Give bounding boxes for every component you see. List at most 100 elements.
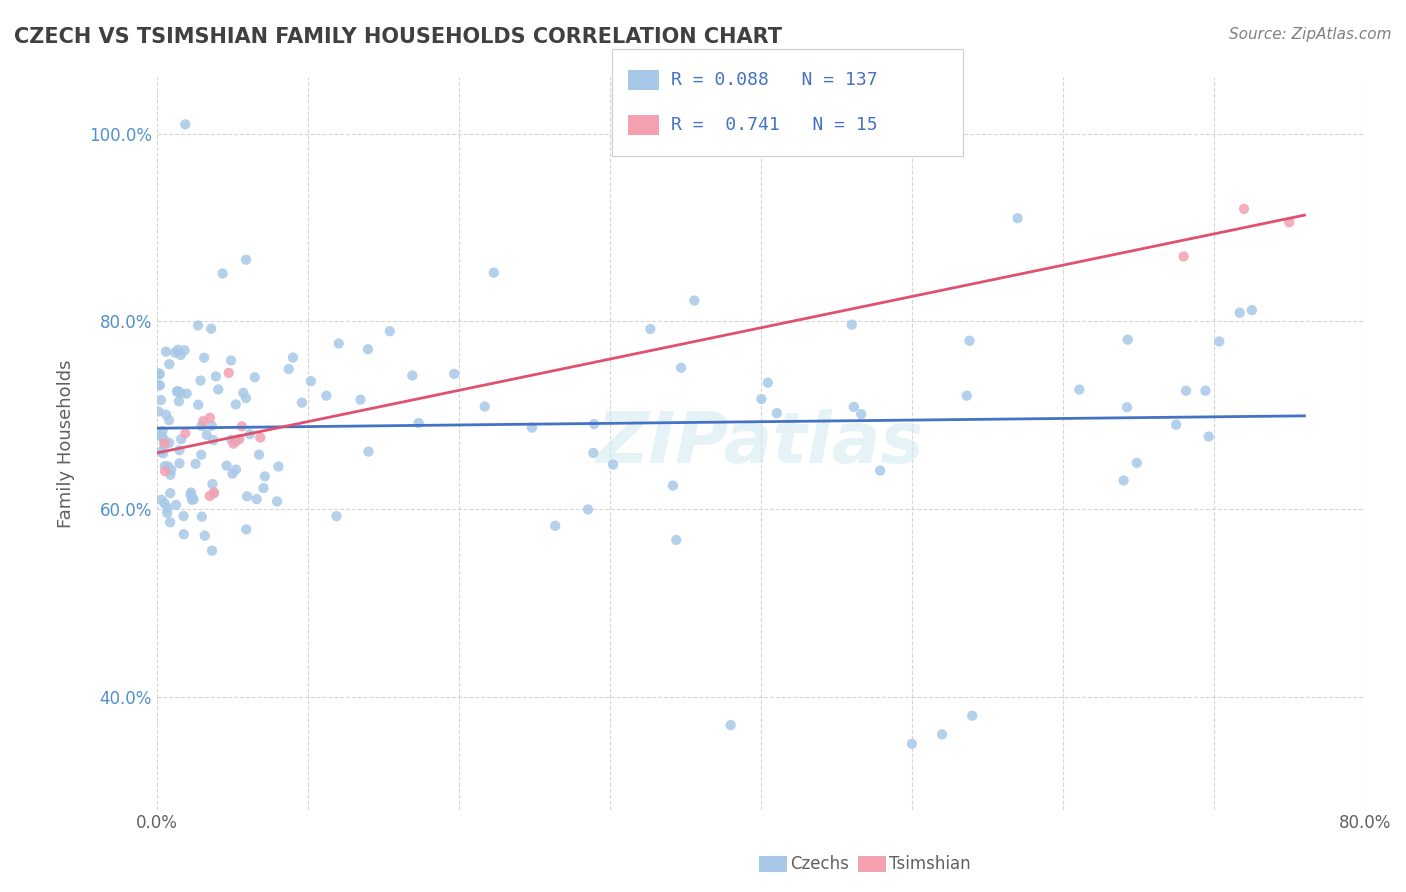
Point bbox=[155, 344, 177, 359]
Point bbox=[751, 392, 773, 406]
Point bbox=[225, 397, 247, 411]
Point bbox=[150, 393, 173, 408]
Point bbox=[150, 429, 173, 443]
Point bbox=[187, 398, 209, 412]
Point bbox=[198, 410, 221, 425]
Point bbox=[235, 252, 257, 267]
Point bbox=[253, 469, 276, 483]
Point bbox=[221, 433, 243, 447]
Point bbox=[215, 458, 238, 473]
Point bbox=[235, 522, 257, 536]
Point bbox=[851, 407, 873, 421]
Point bbox=[249, 431, 271, 445]
Point bbox=[190, 419, 212, 434]
Point bbox=[202, 433, 225, 447]
Point bbox=[1278, 215, 1301, 229]
Text: CZECH VS TSIMSHIAN FAMILY HOUSEHOLDS CORRELATION CHART: CZECH VS TSIMSHIAN FAMILY HOUSEHOLDS COR… bbox=[14, 27, 782, 46]
Point bbox=[173, 527, 195, 541]
Point bbox=[159, 516, 181, 530]
Point bbox=[187, 318, 209, 333]
Point bbox=[155, 408, 177, 422]
Point bbox=[842, 400, 865, 414]
Point bbox=[160, 463, 183, 477]
Point bbox=[291, 395, 314, 409]
Point bbox=[156, 506, 179, 520]
Point bbox=[153, 464, 176, 478]
Point bbox=[153, 496, 176, 510]
Point bbox=[195, 428, 218, 442]
Point bbox=[602, 458, 624, 472]
Point bbox=[170, 386, 193, 401]
Point bbox=[153, 438, 176, 452]
Point bbox=[1166, 417, 1188, 432]
Point bbox=[157, 357, 180, 371]
Point bbox=[1208, 334, 1230, 349]
Point bbox=[408, 416, 430, 430]
Point bbox=[207, 383, 229, 397]
Point bbox=[149, 429, 172, 443]
Text: ZIPatlas: ZIPatlas bbox=[598, 409, 925, 478]
Point bbox=[956, 389, 979, 403]
Point bbox=[202, 486, 225, 500]
Point bbox=[166, 384, 188, 399]
Point bbox=[225, 434, 247, 448]
Point bbox=[277, 362, 299, 376]
Point bbox=[219, 353, 242, 368]
Point bbox=[576, 502, 599, 516]
Point bbox=[401, 368, 423, 383]
Point bbox=[756, 376, 779, 390]
Point bbox=[149, 444, 172, 458]
Point bbox=[520, 420, 543, 434]
Text: Tsimshian: Tsimshian bbox=[889, 855, 970, 873]
Point bbox=[201, 477, 224, 491]
Point bbox=[190, 448, 212, 462]
Point bbox=[236, 489, 259, 503]
Point bbox=[901, 737, 924, 751]
Point bbox=[281, 351, 304, 365]
Point bbox=[167, 384, 190, 399]
Point bbox=[239, 427, 262, 442]
Point bbox=[198, 489, 221, 503]
Point bbox=[1007, 211, 1029, 226]
Point bbox=[482, 266, 505, 280]
Point bbox=[190, 374, 212, 388]
Point bbox=[170, 432, 193, 446]
Point bbox=[662, 478, 685, 492]
Point bbox=[673, 117, 696, 131]
Point bbox=[252, 481, 274, 495]
Point bbox=[231, 419, 253, 434]
Point bbox=[148, 367, 170, 381]
Point bbox=[544, 518, 567, 533]
Point bbox=[201, 418, 224, 433]
Point bbox=[669, 360, 692, 375]
Point bbox=[149, 378, 172, 392]
Text: R = 0.088   N = 137: R = 0.088 N = 137 bbox=[671, 71, 877, 89]
Text: R =  0.741   N = 15: R = 0.741 N = 15 bbox=[671, 116, 877, 134]
Y-axis label: Family Households: Family Households bbox=[58, 359, 75, 528]
Point bbox=[1233, 202, 1256, 216]
Point bbox=[153, 458, 176, 473]
Point bbox=[962, 708, 984, 723]
Point bbox=[170, 348, 193, 362]
Point bbox=[325, 509, 347, 524]
Point bbox=[218, 366, 240, 380]
Point bbox=[720, 718, 742, 732]
Point bbox=[1112, 474, 1135, 488]
Text: Czechs: Czechs bbox=[790, 855, 849, 873]
Point bbox=[349, 392, 371, 407]
Point bbox=[180, 488, 202, 502]
Point bbox=[328, 336, 350, 351]
Point bbox=[378, 324, 401, 338]
Point bbox=[683, 293, 706, 308]
Point bbox=[266, 494, 288, 508]
Point bbox=[200, 321, 222, 335]
Point bbox=[173, 343, 195, 358]
Point bbox=[173, 509, 195, 524]
Point bbox=[153, 436, 176, 450]
Point bbox=[194, 528, 217, 542]
Point bbox=[1229, 306, 1251, 320]
Point bbox=[191, 509, 214, 524]
Point bbox=[841, 318, 863, 332]
Point bbox=[193, 414, 215, 428]
Point bbox=[184, 457, 207, 471]
